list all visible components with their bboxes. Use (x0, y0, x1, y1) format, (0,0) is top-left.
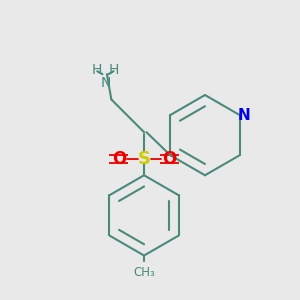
Text: N: N (100, 76, 111, 90)
Text: N: N (238, 108, 250, 123)
Text: O: O (162, 150, 176, 168)
Text: S: S (138, 150, 151, 168)
Text: H: H (108, 63, 119, 77)
Text: O: O (112, 150, 126, 168)
Text: H: H (92, 63, 102, 77)
Text: CH₃: CH₃ (133, 266, 155, 279)
